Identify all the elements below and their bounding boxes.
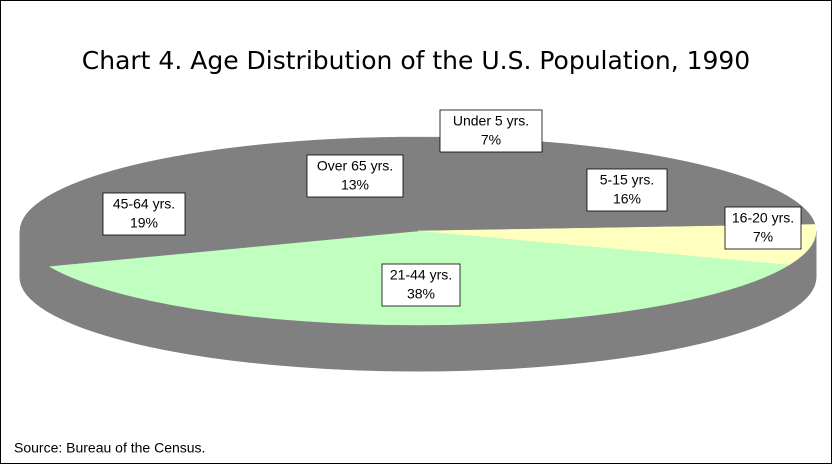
chart-title: Chart 4. Age Distribution of the U.S. Po… (82, 46, 750, 75)
label-box (439, 109, 543, 153)
label-box (381, 263, 461, 307)
label-box (102, 192, 186, 236)
value-label: 7% (481, 132, 501, 148)
pie-slice (19, 162, 419, 267)
label-box (724, 206, 802, 250)
category-label: 45-64 yrs. (113, 196, 175, 212)
label-box (586, 168, 668, 212)
pie-slice (417, 224, 817, 266)
value-label: 38% (407, 286, 435, 302)
labels: Under 5 yrs. 7% 5-15 yrs. 16% 16-20 yrs. 7% 21… (102, 109, 802, 307)
source-note: Source: Bureau of the Census. (14, 440, 205, 456)
value-label: 13% (341, 177, 369, 193)
category-label: Under 5 yrs. (453, 113, 529, 129)
category-label: 16-20 yrs. (732, 210, 794, 226)
value-label: 16% (613, 191, 641, 207)
category-label: 5-15 yrs. (600, 172, 654, 188)
label-box (306, 154, 404, 198)
pie (19, 136, 817, 372)
category-label: Over 65 yrs. (317, 158, 393, 174)
value-label: 7% (753, 229, 773, 245)
value-label: 19% (130, 215, 158, 231)
category-label: 21-44 yrs. (390, 267, 452, 283)
